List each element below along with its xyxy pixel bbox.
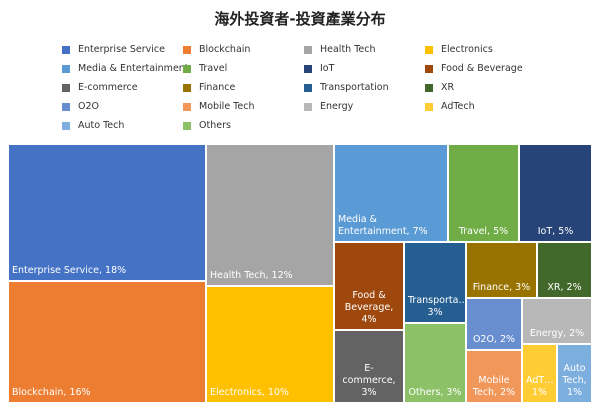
treemap-tile: O2O, 2% bbox=[466, 298, 522, 350]
treemap-tile: Energy, 2% bbox=[522, 298, 592, 344]
legend-item: Energy bbox=[304, 98, 425, 115]
legend-swatch bbox=[183, 102, 191, 111]
treemap-tile: Travel, 5% bbox=[448, 144, 519, 242]
treemap-tile-label: Energy, 2% bbox=[529, 328, 585, 339]
legend-item: Transportation bbox=[304, 79, 425, 96]
legend-item: Others bbox=[183, 117, 304, 134]
treemap-tile: Media & Entertainment, 7% bbox=[334, 144, 448, 242]
legend-label: Energy bbox=[320, 101, 354, 112]
treemap-tile-label: Finance, 3% bbox=[472, 282, 531, 293]
legend-swatch bbox=[425, 45, 433, 54]
chart-legend: Enterprise Service Blockchain Health Tech E… bbox=[62, 41, 562, 134]
treemap-tile-label: IoT, 5% bbox=[537, 226, 574, 237]
legend-item: Mobile Tech bbox=[183, 98, 304, 115]
treemap-tile: Mobile Tech, 2% bbox=[466, 350, 522, 403]
treemap-tile: Electronics, 10% bbox=[206, 286, 334, 403]
legend-item: Media & Entertainment bbox=[62, 60, 189, 77]
treemap-tile-label: Health Tech, 12% bbox=[210, 270, 293, 281]
legend-item: AdTech bbox=[425, 98, 546, 115]
legend-swatch bbox=[425, 64, 433, 73]
treemap-tile: Finance, 3% bbox=[466, 242, 537, 298]
legend-label: E-commerce bbox=[78, 82, 138, 93]
legend-swatch bbox=[183, 83, 191, 92]
treemap-tile-label: O2O, 2% bbox=[472, 334, 516, 345]
legend-item: XR bbox=[425, 79, 546, 96]
treemap-tile-label: E-commerce, 3% bbox=[342, 363, 396, 398]
legend-swatch bbox=[425, 83, 433, 92]
legend-swatch bbox=[304, 45, 312, 54]
legend-label: Electronics bbox=[441, 44, 493, 55]
legend-swatch bbox=[304, 64, 312, 73]
treemap-tile-label: Electronics, 10% bbox=[210, 387, 289, 398]
legend-label: Health Tech bbox=[320, 44, 376, 55]
legend-item: Finance bbox=[183, 79, 304, 96]
treemap-tile: Auto Tech, 1% bbox=[557, 344, 592, 403]
chart-title: 海外投資者-投資產業分布 bbox=[214, 10, 386, 28]
treemap-tile-label: Transporta… 3% bbox=[408, 295, 466, 318]
legend-label: XR bbox=[441, 82, 455, 93]
treemap-tile-label: AdT… 1% bbox=[526, 375, 554, 398]
legend-swatch bbox=[183, 121, 191, 130]
treemap-tile: Health Tech, 12% bbox=[206, 144, 334, 286]
legend-item: Electronics bbox=[425, 41, 546, 58]
treemap-tile-label: Blockchain, 16% bbox=[12, 387, 91, 398]
legend-swatch bbox=[183, 45, 191, 54]
legend-item: Enterprise Service bbox=[62, 41, 183, 58]
legend-item: Blockchain bbox=[183, 41, 304, 58]
treemap-tile: E-commerce, 3% bbox=[334, 330, 404, 403]
treemap-tile: IoT, 5% bbox=[519, 144, 592, 242]
legend-swatch bbox=[304, 83, 312, 92]
legend-label: Mobile Tech bbox=[199, 101, 255, 112]
legend-label: Transportation bbox=[320, 82, 389, 93]
legend-label: Others bbox=[199, 120, 231, 131]
treemap-tile: Blockchain, 16% bbox=[8, 281, 206, 403]
legend-item: Travel bbox=[183, 60, 304, 77]
treemap-tile: AdT… 1% bbox=[522, 344, 557, 403]
legend-item: Food & Beverage bbox=[425, 60, 546, 77]
legend-label: Media & Entertainment bbox=[78, 63, 189, 74]
treemap-tile-label: Enterprise Service, 18% bbox=[12, 265, 127, 276]
legend-swatch bbox=[62, 64, 70, 73]
legend-swatch bbox=[62, 45, 70, 54]
treemap-tile-label: Travel, 5% bbox=[458, 226, 509, 237]
treemap-tile-label: XR, 2% bbox=[547, 282, 582, 293]
legend-item: Auto Tech bbox=[62, 117, 183, 134]
legend-item: Health Tech bbox=[304, 41, 425, 58]
treemap-tile-label: Media & Entertainment, 7% bbox=[338, 214, 428, 237]
treemap-tile-label: Auto Tech, 1% bbox=[562, 363, 587, 398]
treemap-tile: Others, 3% bbox=[404, 323, 466, 403]
legend-label: Blockchain bbox=[199, 44, 251, 55]
legend-label: Auto Tech bbox=[78, 120, 125, 131]
legend-label: Travel bbox=[199, 63, 228, 74]
legend-label: AdTech bbox=[441, 101, 475, 112]
legend-item: IoT bbox=[304, 60, 425, 77]
treemap-tile-label: Mobile Tech, 2% bbox=[472, 375, 516, 398]
legend-swatch bbox=[62, 121, 70, 130]
legend-swatch bbox=[183, 64, 191, 73]
legend-swatch bbox=[425, 102, 433, 111]
legend-label: IoT bbox=[320, 63, 335, 74]
legend-item: E-commerce bbox=[62, 79, 183, 96]
treemap-tile-label: Others, 3% bbox=[408, 387, 462, 398]
treemap-tile: Transporta… 3% bbox=[404, 242, 466, 323]
legend-label: Enterprise Service bbox=[78, 44, 165, 55]
treemap-tile: Enterprise Service, 18% bbox=[8, 144, 206, 281]
legend-label: Finance bbox=[199, 82, 236, 93]
legend-item: O2O bbox=[62, 98, 183, 115]
treemap-tile-label: Food & Beverage, 4% bbox=[344, 290, 394, 325]
legend-swatch bbox=[62, 102, 70, 111]
legend-swatch bbox=[304, 102, 312, 111]
legend-label: Food & Beverage bbox=[441, 63, 523, 74]
legend-label: O2O bbox=[78, 101, 99, 112]
treemap-tile: Food & Beverage, 4% bbox=[334, 242, 404, 330]
treemap-tile: XR, 2% bbox=[537, 242, 592, 298]
legend-swatch bbox=[62, 83, 70, 92]
